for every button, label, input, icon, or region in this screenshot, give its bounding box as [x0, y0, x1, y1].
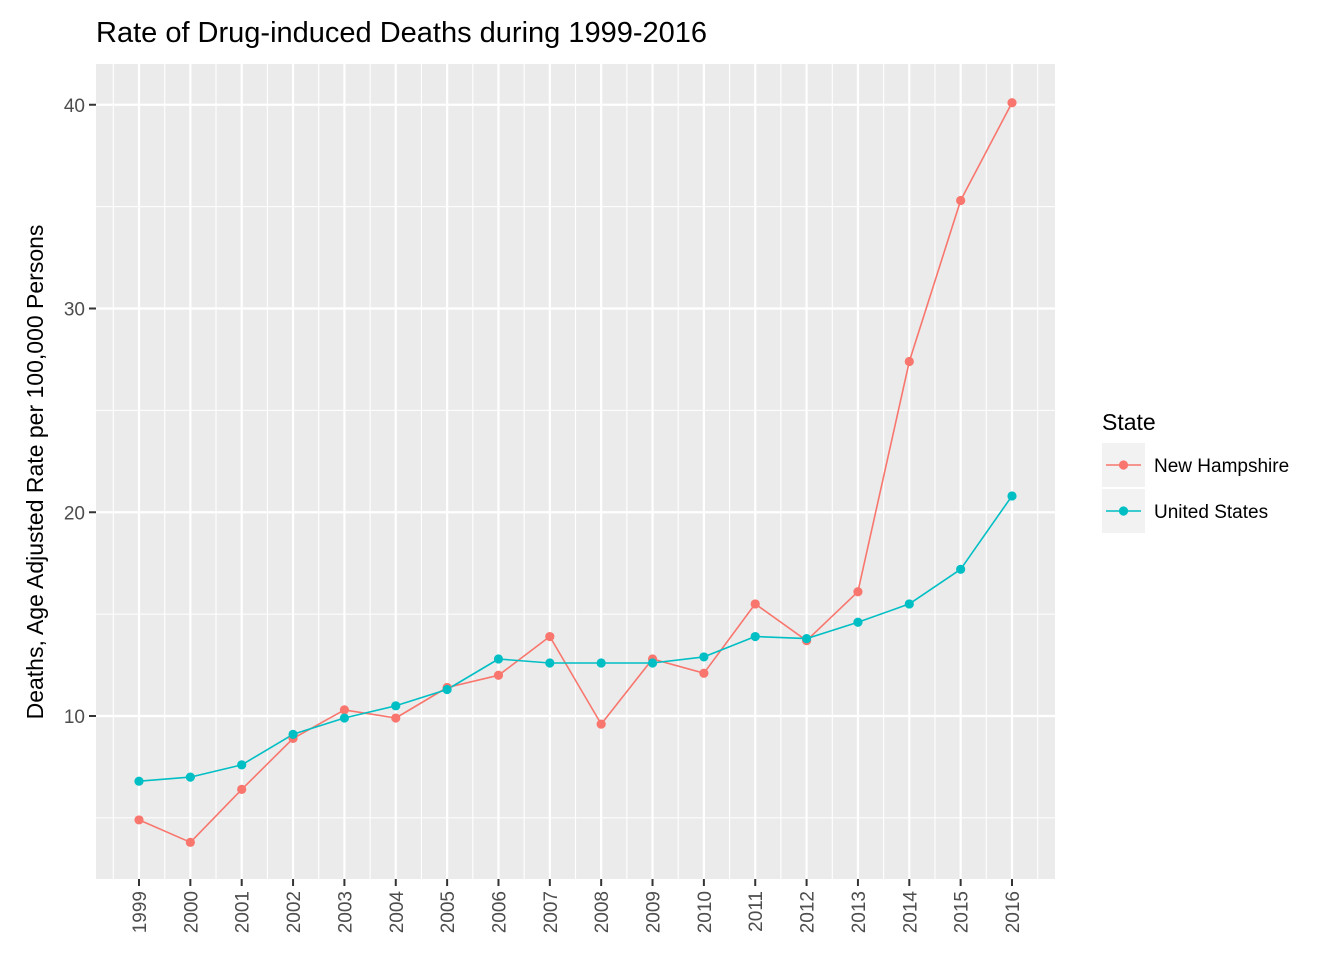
data-point-new-hampshire [185, 837, 195, 847]
data-point-new-hampshire [545, 631, 555, 642]
data-point-new-hampshire [237, 784, 247, 794]
x-tick-label: 2014 [900, 891, 921, 934]
data-point-united-states [956, 564, 966, 574]
data-point-united-states [288, 729, 298, 739]
data-point-united-states [1007, 491, 1017, 501]
data-point-united-states [185, 772, 195, 782]
y-tick-label: 10 [64, 707, 85, 728]
x-tick-label: 2010 [695, 891, 716, 933]
x-tick-label: 2006 [489, 891, 510, 933]
data-point-new-hampshire [493, 670, 504, 680]
x-tick-label: 1999 [130, 891, 151, 933]
data-point-new-hampshire [339, 705, 350, 715]
data-point-new-hampshire [1007, 98, 1017, 108]
x-tick-label: 2013 [849, 891, 870, 933]
x-tick-label: 2011 [746, 891, 767, 932]
legend-key-point [1118, 506, 1129, 516]
series-lines [138, 102, 1013, 844]
legend-item: New Hampshire [1102, 443, 1289, 487]
legend-item: United States [1102, 489, 1268, 533]
x-tick-label: 2015 [952, 891, 973, 933]
data-point-united-states [391, 701, 401, 711]
data-point-united-states [853, 617, 863, 627]
legend-key-point [1118, 460, 1129, 470]
data-point-united-states [493, 654, 504, 664]
y-tick-label: 40 [64, 96, 85, 117]
data-point-new-hampshire [956, 195, 966, 206]
x-tick-label: 2001 [233, 891, 254, 933]
data-point-new-hampshire [596, 719, 606, 729]
data-point-united-states [699, 652, 709, 662]
data-point-united-states [442, 684, 452, 695]
x-tick-label: 2007 [541, 891, 562, 933]
major-gridlines-x [137, 64, 1014, 879]
minor-gridlines-x [112, 64, 1039, 879]
y-tick-label: 30 [64, 300, 85, 321]
data-point-united-states [801, 633, 812, 644]
data-point-new-hampshire [750, 599, 760, 609]
x-axis: 1999 2000 2001 2002 2003 2004 2005 2006 2007 2008… [130, 879, 1024, 933]
x-tick-label: 2008 [592, 891, 613, 933]
series-line-new-hampshire [138, 102, 1013, 844]
data-point-united-states [596, 658, 606, 668]
x-tick-label: 2002 [284, 891, 305, 933]
x-tick-label: 2003 [335, 891, 356, 933]
y-tick-label: 20 [64, 503, 85, 524]
data-point-united-states [134, 776, 144, 786]
x-tick-label: 2004 [387, 891, 408, 934]
data-point-united-states [904, 599, 914, 609]
data-point-new-hampshire [391, 713, 401, 723]
data-point-new-hampshire [904, 356, 914, 367]
x-tick-label: 2012 [798, 891, 819, 933]
data-point-new-hampshire [853, 587, 863, 597]
legend: State New Hampshire United States [1102, 409, 1289, 533]
legend-label: New Hampshire [1154, 456, 1289, 477]
legend-title: State [1102, 409, 1156, 435]
x-tick-label: 2016 [1003, 891, 1024, 933]
data-point-new-hampshire [134, 815, 144, 825]
data-point-united-states [750, 631, 760, 642]
data-point-united-states [647, 658, 658, 668]
data-point-united-states [237, 760, 247, 770]
data-point-united-states [545, 658, 555, 668]
legend-label: United States [1154, 502, 1268, 523]
y-axis-title: Deaths, Age Adjusted Rate per 100,000 Pe… [22, 225, 48, 720]
major-gridlines-y [96, 103, 1055, 718]
series-points [134, 98, 1017, 847]
x-tick-label: 2005 [438, 891, 459, 933]
data-point-new-hampshire [699, 668, 709, 678]
y-axis: 10 20 30 40 [64, 96, 96, 728]
x-tick-label: 2009 [644, 891, 665, 933]
x-tick-label: 2000 [181, 891, 202, 933]
series-line-united-states [138, 495, 1013, 782]
data-point-united-states [339, 713, 350, 723]
chart-title: Rate of Drug-induced Deaths during 1999-… [96, 17, 707, 49]
